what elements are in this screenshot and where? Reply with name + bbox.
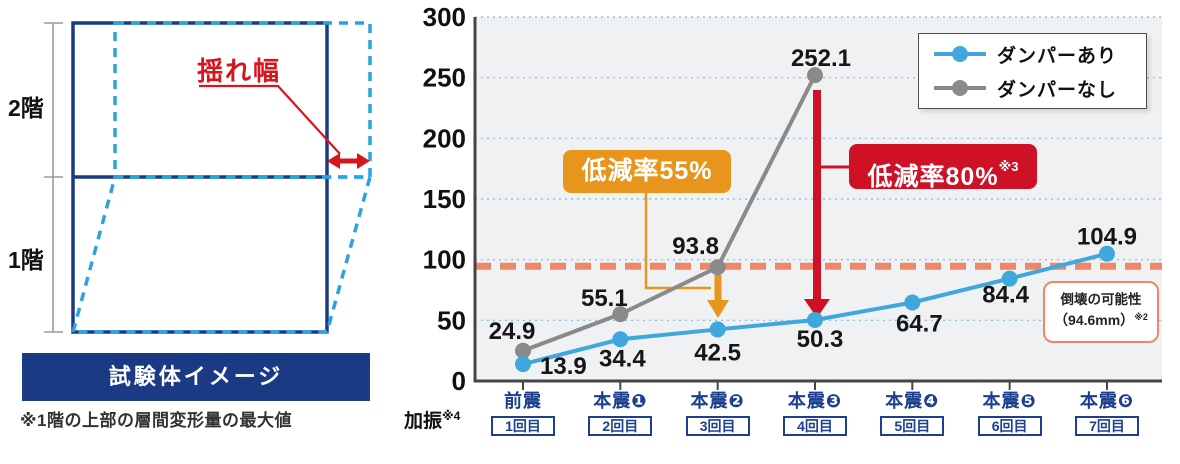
- x-category: 本震❶ 2回目: [572, 387, 668, 436]
- y-axis-label: 0: [452, 366, 466, 396]
- legend-swatch-with-damper-icon: [934, 46, 986, 62]
- data-point: [806, 67, 823, 84]
- x-category: 本震❹ 5回目: [864, 387, 960, 436]
- x-round-badge: 4回目: [782, 416, 847, 436]
- legend-swatch-without-damper-icon: [934, 80, 986, 96]
- x-category: 本震❸ 4回目: [767, 387, 863, 436]
- x-round-badge: 3回目: [685, 416, 750, 436]
- deformed-frame-2f: [113, 21, 372, 179]
- reduction-80-arrowhead: [804, 299, 830, 318]
- data-point: [515, 356, 531, 373]
- data-point: [612, 306, 629, 323]
- value-label: 55.1: [581, 285, 628, 312]
- reduction-55-box: 低減率55%: [563, 150, 731, 193]
- x-round-badge: 1回目: [491, 416, 555, 436]
- value-label: 13.9: [540, 353, 587, 380]
- value-label: 252.1: [791, 45, 851, 72]
- collapse-threshold-note: 倒壊の可能性 （94.6mm）※2: [1043, 281, 1159, 343]
- value-label: 104.9: [1077, 224, 1137, 251]
- diagram-footnote: ※1階の上部の層間変形量の最大値: [20, 411, 292, 430]
- x-category-label: 本震❸: [787, 391, 843, 411]
- reduction-80-sup: ※3: [998, 159, 1019, 174]
- data-point: [904, 294, 921, 311]
- data-point: [806, 311, 823, 328]
- x-category: 前震 1回目: [475, 387, 571, 436]
- value-label: 42.5: [694, 339, 741, 366]
- legend-label-without-damper: ダンパーなし: [997, 79, 1118, 101]
- deformed-frame-1f: [70, 175, 373, 334]
- x-round-badge: 7回目: [1074, 416, 1139, 436]
- x-round-badge: 6回目: [977, 416, 1042, 436]
- data-point: [709, 259, 726, 276]
- data-point: [709, 321, 726, 338]
- x-category-label: 本震❶: [593, 391, 648, 411]
- x-category-label: 本震❻: [1079, 391, 1135, 411]
- x-category-label: 本震❷: [690, 391, 745, 411]
- y-axis-label: 250: [423, 63, 466, 93]
- y-axis-label: 50: [437, 305, 466, 335]
- reduction-80-box: 低減率80%※3: [849, 144, 1037, 191]
- reduction-55-connector: [644, 193, 711, 290]
- specimen-diagram: [44, 21, 373, 334]
- x-round-badge: 5回目: [880, 416, 945, 436]
- sway-arrow: [327, 153, 370, 169]
- value-label: 64.7: [896, 310, 943, 337]
- collapse-note-sup: ※2: [1134, 312, 1148, 322]
- value-label: 24.9: [489, 318, 536, 345]
- series-line-without-damper: [522, 74, 817, 353]
- excitation-sup: ※4: [442, 409, 461, 423]
- reduction-55-arrowhead: [707, 300, 729, 318]
- x-category-label: 本震❹: [885, 391, 940, 411]
- floor2-label: 2階: [8, 95, 44, 121]
- value-label: 84.4: [982, 282, 1029, 309]
- x-round-badge: 2回目: [588, 416, 653, 436]
- legend-row-with-damper: ダンパーあり: [933, 41, 1132, 68]
- data-point: [612, 331, 629, 348]
- x-category: 本震❻ 7回目: [1059, 387, 1155, 436]
- chart-legend: ダンパーあり ダンパーなし: [918, 33, 1147, 109]
- data-point: [515, 342, 531, 359]
- sway-leader-line: [199, 84, 341, 155]
- data-point: [1098, 245, 1115, 262]
- axes: [473, 17, 1162, 383]
- x-category-label: 前震: [504, 391, 542, 411]
- y-axis-label: 100: [423, 245, 466, 275]
- x-category: 本震❷ 3回目: [670, 387, 766, 436]
- x-category-label: 本震❺: [982, 391, 1037, 411]
- data-point: [1001, 270, 1018, 287]
- y-axis-label: 300: [423, 2, 466, 32]
- floor1-label: 1階: [8, 247, 44, 273]
- excitation-label: 加振※4: [404, 409, 461, 432]
- y-axis-label: 200: [423, 123, 466, 153]
- x-category: 本震❺ 6回目: [962, 387, 1058, 436]
- sway-width-label: 揺れ幅: [197, 56, 282, 86]
- y-axis-label: 150: [423, 184, 466, 214]
- legend-row-without-damper: ダンパーなし: [933, 75, 1132, 102]
- value-label: 34.4: [599, 345, 646, 372]
- value-label: 50.3: [797, 326, 844, 353]
- legend-label-with-damper: ダンパーあり: [997, 45, 1118, 67]
- value-label: 93.8: [672, 233, 719, 260]
- measure-line: [44, 22, 63, 333]
- specimen-banner: 試験体イメージ: [22, 353, 370, 401]
